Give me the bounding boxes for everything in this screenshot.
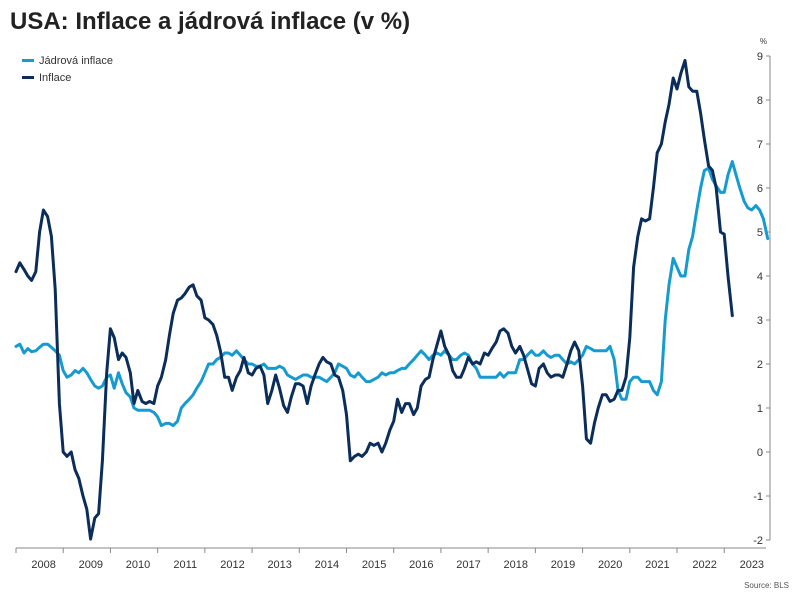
y-tick-label: -1 [753, 491, 763, 503]
y-tick-label: 2 [757, 359, 763, 371]
legend-item-core: Jádrová inflace [22, 52, 113, 69]
x-tick-label: 2014 [315, 559, 339, 571]
x-tick-label: 2020 [598, 559, 622, 571]
y-tick-label: 7 [757, 139, 763, 151]
y-tick-label: 9 [757, 51, 763, 63]
legend-item-headline: Inflace [22, 69, 113, 86]
series-line-core [14, 160, 770, 428]
legend-label-core: Jádrová inflace [39, 54, 113, 67]
x-tick-label: 2008 [31, 559, 55, 571]
y-unit-label: % [760, 37, 767, 46]
legend-swatch-headline [22, 76, 34, 79]
x-tick-label: 2011 [173, 559, 197, 571]
x-tick-label: 2016 [409, 559, 433, 571]
y-tick-label: -2 [753, 535, 763, 547]
x-tick-label: 2009 [79, 559, 103, 571]
x-tick-label: 2018 [504, 559, 528, 571]
x-tick-label: 2010 [126, 559, 150, 571]
x-tick-label: 2021 [645, 559, 669, 571]
y-tick-label: 3 [757, 315, 763, 327]
x-tick-label: 2013 [267, 559, 291, 571]
legend-swatch-core [22, 59, 34, 62]
y-tick-label: 6 [757, 183, 763, 195]
y-tick-label: 0 [757, 447, 763, 459]
x-tick-label: 2023 [740, 559, 764, 571]
y-tick-label: 4 [757, 271, 763, 283]
legend-label-headline: Inflace [39, 71, 72, 84]
x-tick-label: 2015 [362, 559, 386, 571]
x-tick-label: 2017 [456, 559, 480, 571]
series-line-headline [14, 58, 734, 541]
chart-title: USA: Inflace a jádrová inflace (v %) [10, 8, 411, 35]
chart-legend: Jádrová inflace Inflace [22, 52, 113, 86]
y-tick-label: 1 [757, 403, 763, 415]
y-tick-label: 5 [757, 227, 763, 239]
source-note: Source: BLS [744, 581, 789, 590]
y-tick-label: 8 [757, 95, 763, 107]
x-tick-label: 2019 [551, 559, 575, 571]
x-tick-label: 2022 [692, 559, 716, 571]
x-tick-label: 2012 [220, 559, 244, 571]
